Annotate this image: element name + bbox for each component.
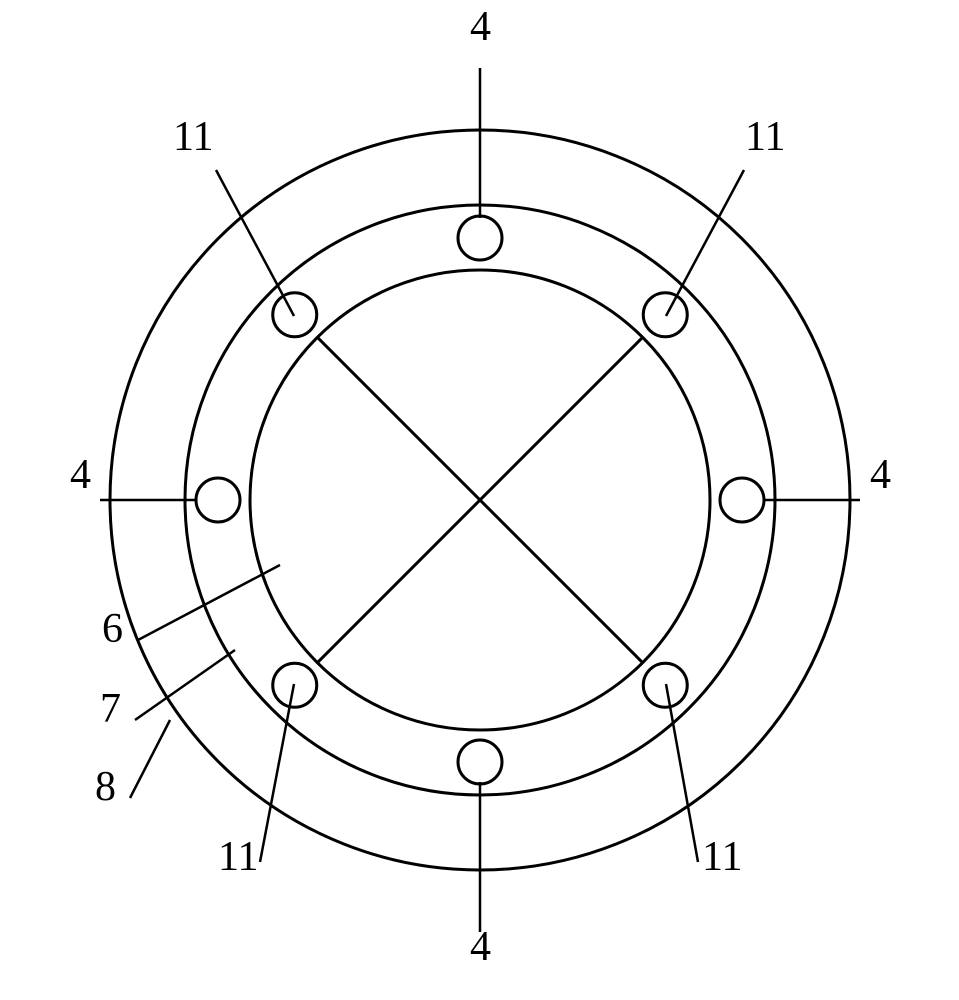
callout-label: 4 (470, 4, 491, 50)
callout-label: 11 (702, 834, 742, 880)
ring-label: 7 (100, 686, 121, 732)
callout-label: 11 (173, 114, 213, 160)
leader-line (666, 684, 698, 862)
ring-leader-line (130, 720, 170, 798)
bolt-hole (720, 478, 764, 522)
ring-label: 8 (95, 764, 116, 810)
ring-leader-line (138, 565, 280, 640)
callout-label: 4 (870, 452, 891, 498)
leader-line (260, 684, 294, 862)
leader-line (666, 170, 744, 316)
callout-label: 11 (745, 114, 785, 160)
callout-label: 4 (70, 452, 91, 498)
bolt-hole (196, 478, 240, 522)
callout-label: 4 (470, 924, 491, 970)
ring-label: 6 (102, 606, 123, 652)
flange-diagram: 4 11 11 4 4 11 11 4 6 7 8 (0, 0, 959, 1000)
callout-label: 11 (218, 834, 258, 880)
leader-line (216, 170, 294, 316)
bolt-hole (458, 216, 502, 260)
bolt-hole (458, 740, 502, 784)
ring-leader-line (135, 650, 235, 720)
